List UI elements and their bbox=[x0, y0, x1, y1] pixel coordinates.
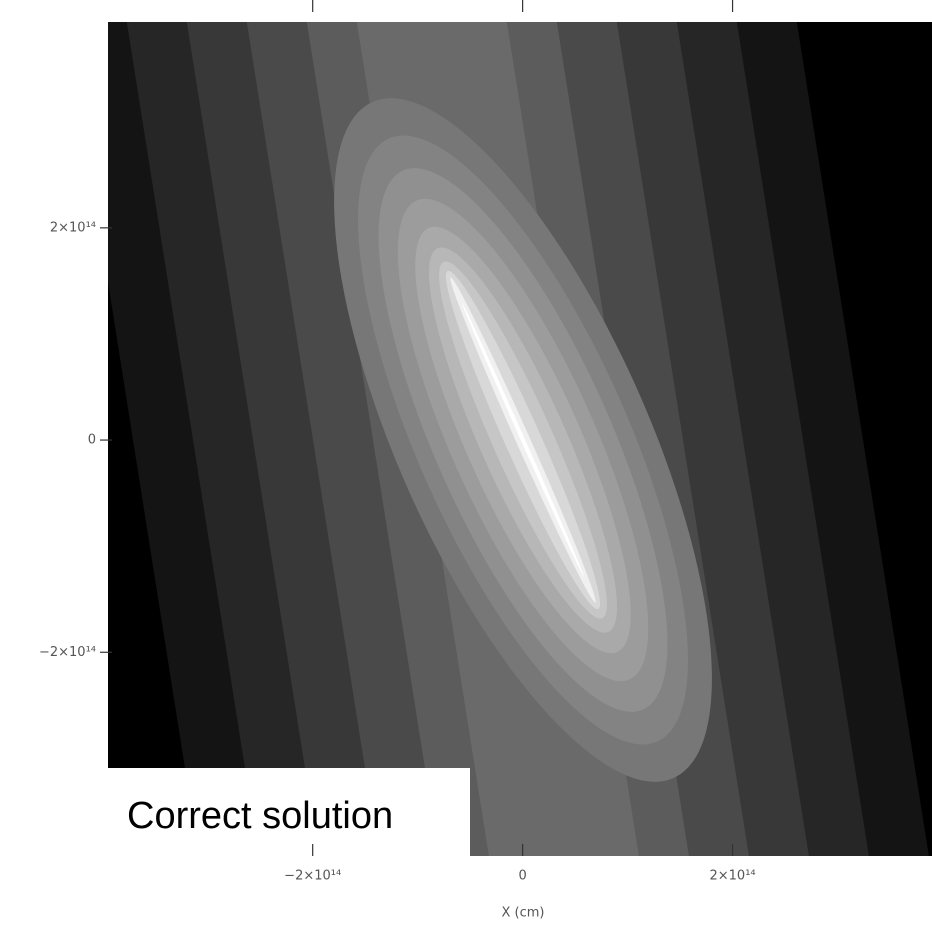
contour-field bbox=[108, 22, 932, 856]
x-axis-label: X (cm) bbox=[502, 906, 545, 921]
y-tick-label: 0 bbox=[88, 433, 96, 448]
x-tick-label: −2×10¹⁴ bbox=[284, 869, 341, 884]
annotation-box bbox=[108, 768, 470, 856]
x-tick-label: 0 bbox=[518, 869, 526, 884]
x-tick-label: 2×10¹⁴ bbox=[709, 869, 755, 884]
annotation: Correct solution bbox=[127, 795, 393, 837]
y-tick-label: 2×10¹⁴ bbox=[50, 220, 96, 235]
y-tick-label: −2×10¹⁴ bbox=[39, 645, 96, 660]
